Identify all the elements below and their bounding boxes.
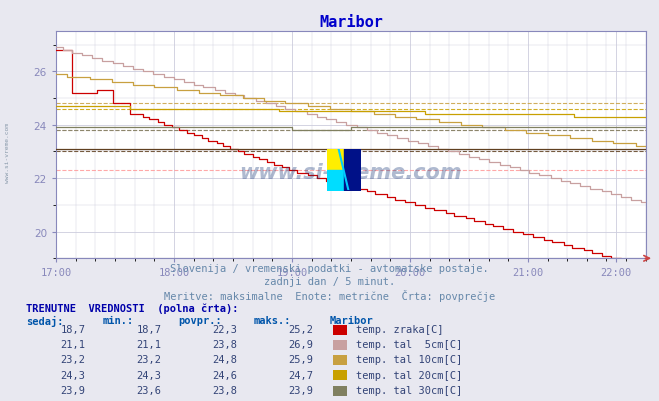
Text: 23,0: 23,0	[212, 400, 237, 401]
Text: Maribor: Maribor	[330, 315, 373, 325]
Title: Maribor: Maribor	[319, 14, 383, 30]
Text: sedaj:: sedaj:	[26, 315, 64, 326]
Text: 24,3: 24,3	[61, 370, 86, 380]
Text: 24,7: 24,7	[288, 370, 313, 380]
Text: 24,3: 24,3	[136, 370, 161, 380]
Text: 24,6: 24,6	[212, 370, 237, 380]
Text: 23,6: 23,6	[136, 385, 161, 395]
Text: 21,1: 21,1	[61, 339, 86, 349]
Text: 23,2: 23,2	[136, 354, 161, 365]
Text: temp. tal 20cm[C]: temp. tal 20cm[C]	[356, 370, 462, 380]
Text: www.si-vreme.com: www.si-vreme.com	[240, 162, 462, 182]
Text: povpr.:: povpr.:	[178, 315, 221, 325]
Text: min.:: min.:	[102, 315, 133, 325]
Text: 25,9: 25,9	[288, 354, 313, 365]
Text: 22,3: 22,3	[212, 324, 237, 334]
Text: temp. tal 30cm[C]: temp. tal 30cm[C]	[356, 385, 462, 395]
Text: 23,2: 23,2	[61, 354, 86, 365]
Text: temp. zraka[C]: temp. zraka[C]	[356, 324, 444, 334]
Text: Meritve: maksimalne  Enote: metrične  Črta: povprečje: Meritve: maksimalne Enote: metrične Črta…	[164, 290, 495, 302]
Text: 18,7: 18,7	[136, 324, 161, 334]
Text: temp. tal  5cm[C]: temp. tal 5cm[C]	[356, 339, 462, 349]
Text: zadnji dan / 5 minut.: zadnji dan / 5 minut.	[264, 277, 395, 287]
Text: 22,9: 22,9	[136, 400, 161, 401]
Text: 23,8: 23,8	[212, 339, 237, 349]
Text: Slovenija / vremenski podatki - avtomatske postaje.: Slovenija / vremenski podatki - avtomats…	[170, 263, 489, 273]
Text: 18,7: 18,7	[61, 324, 86, 334]
Text: 23,9: 23,9	[288, 385, 313, 395]
Text: 24,8: 24,8	[212, 354, 237, 365]
Text: 23,9: 23,9	[61, 385, 86, 395]
Text: TRENUTNE  VREDNOSTI  (polna črta):: TRENUTNE VREDNOSTI (polna črta):	[26, 303, 239, 313]
Text: 23,1: 23,1	[61, 400, 86, 401]
Text: 26,9: 26,9	[288, 339, 313, 349]
Text: 25,2: 25,2	[288, 324, 313, 334]
Text: temp. tal 10cm[C]: temp. tal 10cm[C]	[356, 354, 462, 365]
Text: maks.:: maks.:	[254, 315, 291, 325]
Text: 21,1: 21,1	[136, 339, 161, 349]
Text: 23,1: 23,1	[288, 400, 313, 401]
Text: 23,8: 23,8	[212, 385, 237, 395]
Text: temp. tal 50cm[C]: temp. tal 50cm[C]	[356, 400, 462, 401]
Text: www.si-vreme.com: www.si-vreme.com	[5, 122, 11, 182]
